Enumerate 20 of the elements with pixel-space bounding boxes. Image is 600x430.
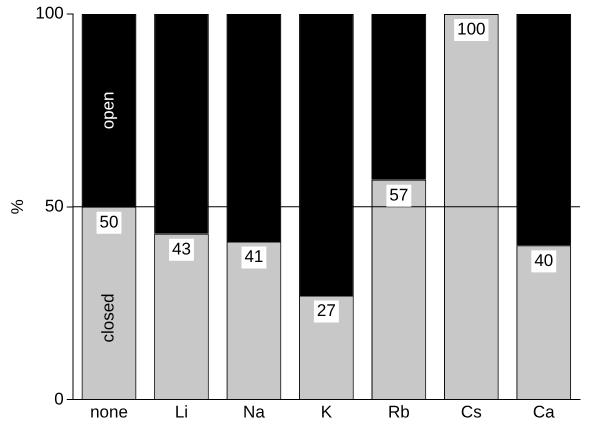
x-tick-label: none	[90, 402, 128, 422]
y-axis-title: %	[8, 199, 27, 214]
x-tick-label: Ca	[532, 402, 556, 422]
data-label: 50	[100, 212, 118, 232]
data-label: 100	[457, 20, 486, 39]
data-label: 27	[316, 301, 336, 320]
x-tick-label: K	[320, 402, 333, 422]
data-label: 41	[244, 247, 264, 266]
y-tick-label: 100	[35, 4, 64, 23]
series-label: closed	[98, 293, 118, 343]
data-label: 57	[389, 185, 408, 204]
data-label: 40	[534, 251, 554, 270]
y-tick-label: 50	[44, 196, 64, 216]
series-label: open	[98, 91, 118, 130]
x-tick-label: Na	[243, 402, 266, 422]
x-tick-label: Rb	[388, 402, 410, 422]
x-tick-label: Cs	[460, 402, 482, 422]
y-tick-label: 0	[54, 389, 64, 408]
data-label: 43	[172, 239, 191, 258]
x-tick-label: Li	[174, 402, 188, 422]
